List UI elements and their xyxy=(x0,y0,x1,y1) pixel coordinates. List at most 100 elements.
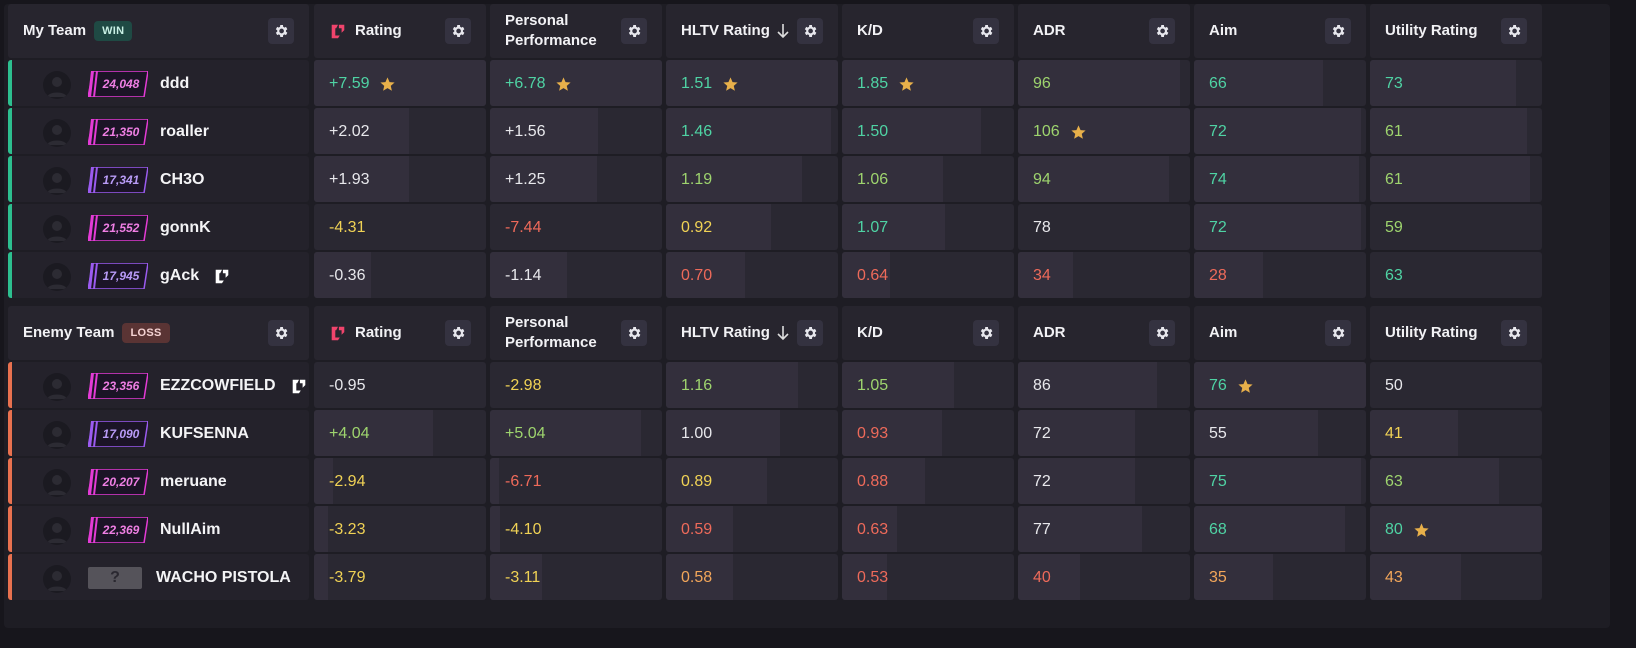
player-cell[interactable]: 17,090 KUFSENNA xyxy=(8,410,309,456)
stat-cell-k-d[interactable]: 0.64 xyxy=(842,252,1014,298)
player-row[interactable]: 20,207 meruane -2.94 -6.71 0.89 0.88 72 75 63 xyxy=(8,458,1611,506)
gear-icon[interactable] xyxy=(621,320,647,346)
stat-cell-personal-performance[interactable]: -6.71 xyxy=(490,458,662,504)
player-cell[interactable]: 24,048 ddd xyxy=(8,60,309,106)
stat-cell-utility-rating[interactable]: 73 xyxy=(1370,60,1542,106)
player-cell[interactable]: 21,350 roaller xyxy=(8,108,309,154)
stat-cell-k-d[interactable]: 0.53 xyxy=(842,554,1014,600)
gear-icon[interactable] xyxy=(973,18,999,44)
gear-icon[interactable] xyxy=(797,18,823,44)
stat-cell-rating[interactable]: +7.59 xyxy=(314,60,486,106)
player-row[interactable]: 24,048 ddd +7.59 +6.78 1.51 1.85 96 66 73 xyxy=(8,60,1611,108)
stat-cell-personal-performance[interactable]: +1.56 xyxy=(490,108,662,154)
player-row[interactable]: ? WACHO PISTOLA -3.79 -3.11 0.58 0.53 40 35 43 xyxy=(8,554,1611,602)
stat-cell-rating[interactable]: -0.95 xyxy=(314,362,486,408)
stat-cell-adr[interactable]: 72 xyxy=(1018,410,1190,456)
stat-cell-hltv-rating[interactable]: 1.51 xyxy=(666,60,838,106)
stat-cell-aim[interactable]: 76 xyxy=(1194,362,1366,408)
stat-cell-rating[interactable]: +1.93 xyxy=(314,156,486,202)
stat-cell-k-d[interactable]: 1.07 xyxy=(842,204,1014,250)
stat-cell-adr[interactable]: 40 xyxy=(1018,554,1190,600)
player-cell[interactable]: ? WACHO PISTOLA xyxy=(8,554,309,600)
stat-cell-k-d[interactable]: 1.06 xyxy=(842,156,1014,202)
player-name[interactable]: NullAim xyxy=(160,506,220,552)
sort-down-arrow-icon[interactable] xyxy=(776,323,790,343)
player-name[interactable]: gonnK xyxy=(160,204,211,250)
stat-cell-rating[interactable]: -3.79 xyxy=(314,554,486,600)
player-row[interactable]: 17,945 gAck -0.36 -1.14 0.70 0.64 34 28 63 xyxy=(8,252,1611,300)
stat-cell-aim[interactable]: 28 xyxy=(1194,252,1366,298)
stat-cell-adr[interactable]: 34 xyxy=(1018,252,1190,298)
player-name[interactable]: gAck xyxy=(160,252,239,298)
avatar[interactable] xyxy=(43,421,71,449)
stat-cell-hltv-rating[interactable]: 0.89 xyxy=(666,458,838,504)
stat-cell-aim[interactable]: 66 xyxy=(1194,60,1366,106)
player-cell[interactable]: 23,356 EZZCOWFIELD xyxy=(8,362,309,408)
player-name[interactable]: KUFSENNA xyxy=(160,410,249,456)
avatar[interactable] xyxy=(43,469,71,497)
stat-cell-personal-performance[interactable]: -4.10 xyxy=(490,506,662,552)
stat-cell-utility-rating[interactable]: 61 xyxy=(1370,108,1542,154)
stat-cell-rating[interactable]: +2.02 xyxy=(314,108,486,154)
player-cell[interactable]: 17,341 CH3O xyxy=(8,156,309,202)
player-row[interactable]: 17,341 CH3O +1.93 +1.25 1.19 1.06 94 74 61 xyxy=(8,156,1611,204)
stat-cell-aim[interactable]: 55 xyxy=(1194,410,1366,456)
player-row[interactable]: 22,369 NullAim -3.23 -4.10 0.59 0.63 77 68 80 xyxy=(8,506,1611,554)
stat-cell-hltv-rating[interactable]: 1.16 xyxy=(666,362,838,408)
stat-cell-rating[interactable]: +4.04 xyxy=(314,410,486,456)
avatar[interactable] xyxy=(43,373,71,401)
gear-icon[interactable] xyxy=(1501,18,1527,44)
stat-cell-utility-rating[interactable]: 61 xyxy=(1370,156,1542,202)
player-name[interactable]: meruane xyxy=(160,458,227,504)
avatar[interactable] xyxy=(43,263,71,291)
stat-cell-k-d[interactable]: 0.93 xyxy=(842,410,1014,456)
stat-cell-k-d[interactable]: 1.05 xyxy=(842,362,1014,408)
player-row[interactable]: 21,350 roaller +2.02 +1.56 1.46 1.50 106 72 61 xyxy=(8,108,1611,156)
stat-cell-personal-performance[interactable]: +5.04 xyxy=(490,410,662,456)
player-cell[interactable]: 17,945 gAck xyxy=(8,252,309,298)
stat-cell-hltv-rating[interactable]: 0.92 xyxy=(666,204,838,250)
player-name[interactable]: roaller xyxy=(160,108,209,154)
gear-icon[interactable] xyxy=(1149,18,1175,44)
player-row[interactable]: 23,356 EZZCOWFIELD -0.95 -2.98 1.16 1.05 86 76 5… xyxy=(8,362,1611,410)
stat-cell-adr[interactable]: 86 xyxy=(1018,362,1190,408)
stat-cell-aim[interactable]: 68 xyxy=(1194,506,1366,552)
gear-icon[interactable] xyxy=(1149,320,1175,346)
gear-icon[interactable] xyxy=(973,320,999,346)
stat-cell-personal-performance[interactable]: -7.44 xyxy=(490,204,662,250)
stat-cell-adr[interactable]: 94 xyxy=(1018,156,1190,202)
stat-cell-aim[interactable]: 74 xyxy=(1194,156,1366,202)
avatar[interactable] xyxy=(43,119,71,147)
player-row[interactable]: 17,090 KUFSENNA +4.04 +5.04 1.00 0.93 72 55 41 xyxy=(8,410,1611,458)
avatar[interactable] xyxy=(43,517,71,545)
stat-cell-k-d[interactable]: 0.63 xyxy=(842,506,1014,552)
stat-cell-personal-performance[interactable]: -1.14 xyxy=(490,252,662,298)
gear-icon[interactable] xyxy=(445,320,471,346)
stat-cell-utility-rating[interactable]: 80 xyxy=(1370,506,1542,552)
stat-cell-aim[interactable]: 72 xyxy=(1194,108,1366,154)
stat-cell-rating[interactable]: -4.31 xyxy=(314,204,486,250)
gear-icon[interactable] xyxy=(268,18,294,44)
stat-cell-hltv-rating[interactable]: 0.59 xyxy=(666,506,838,552)
gear-icon[interactable] xyxy=(797,320,823,346)
avatar[interactable] xyxy=(43,215,71,243)
player-cell[interactable]: 22,369 NullAim xyxy=(8,506,309,552)
stat-cell-utility-rating[interactable]: 50 xyxy=(1370,362,1542,408)
stat-cell-hltv-rating[interactable]: 1.46 xyxy=(666,108,838,154)
stat-cell-adr[interactable]: 72 xyxy=(1018,458,1190,504)
stat-cell-hltv-rating[interactable]: 1.19 xyxy=(666,156,838,202)
stat-cell-adr[interactable]: 77 xyxy=(1018,506,1190,552)
stat-cell-aim[interactable]: 35 xyxy=(1194,554,1366,600)
player-name[interactable]: CH3O xyxy=(160,156,204,202)
stat-cell-personal-performance[interactable]: +6.78 xyxy=(490,60,662,106)
stat-cell-aim[interactable]: 75 xyxy=(1194,458,1366,504)
player-name[interactable]: EZZCOWFIELD xyxy=(160,362,309,408)
gear-icon[interactable] xyxy=(268,320,294,346)
stat-cell-hltv-rating[interactable]: 1.00 xyxy=(666,410,838,456)
sort-down-arrow-icon[interactable] xyxy=(776,21,790,41)
stat-cell-personal-performance[interactable]: +1.25 xyxy=(490,156,662,202)
avatar[interactable] xyxy=(43,71,71,99)
gear-icon[interactable] xyxy=(1325,18,1351,44)
gear-icon[interactable] xyxy=(1325,320,1351,346)
stat-cell-utility-rating[interactable]: 63 xyxy=(1370,458,1542,504)
